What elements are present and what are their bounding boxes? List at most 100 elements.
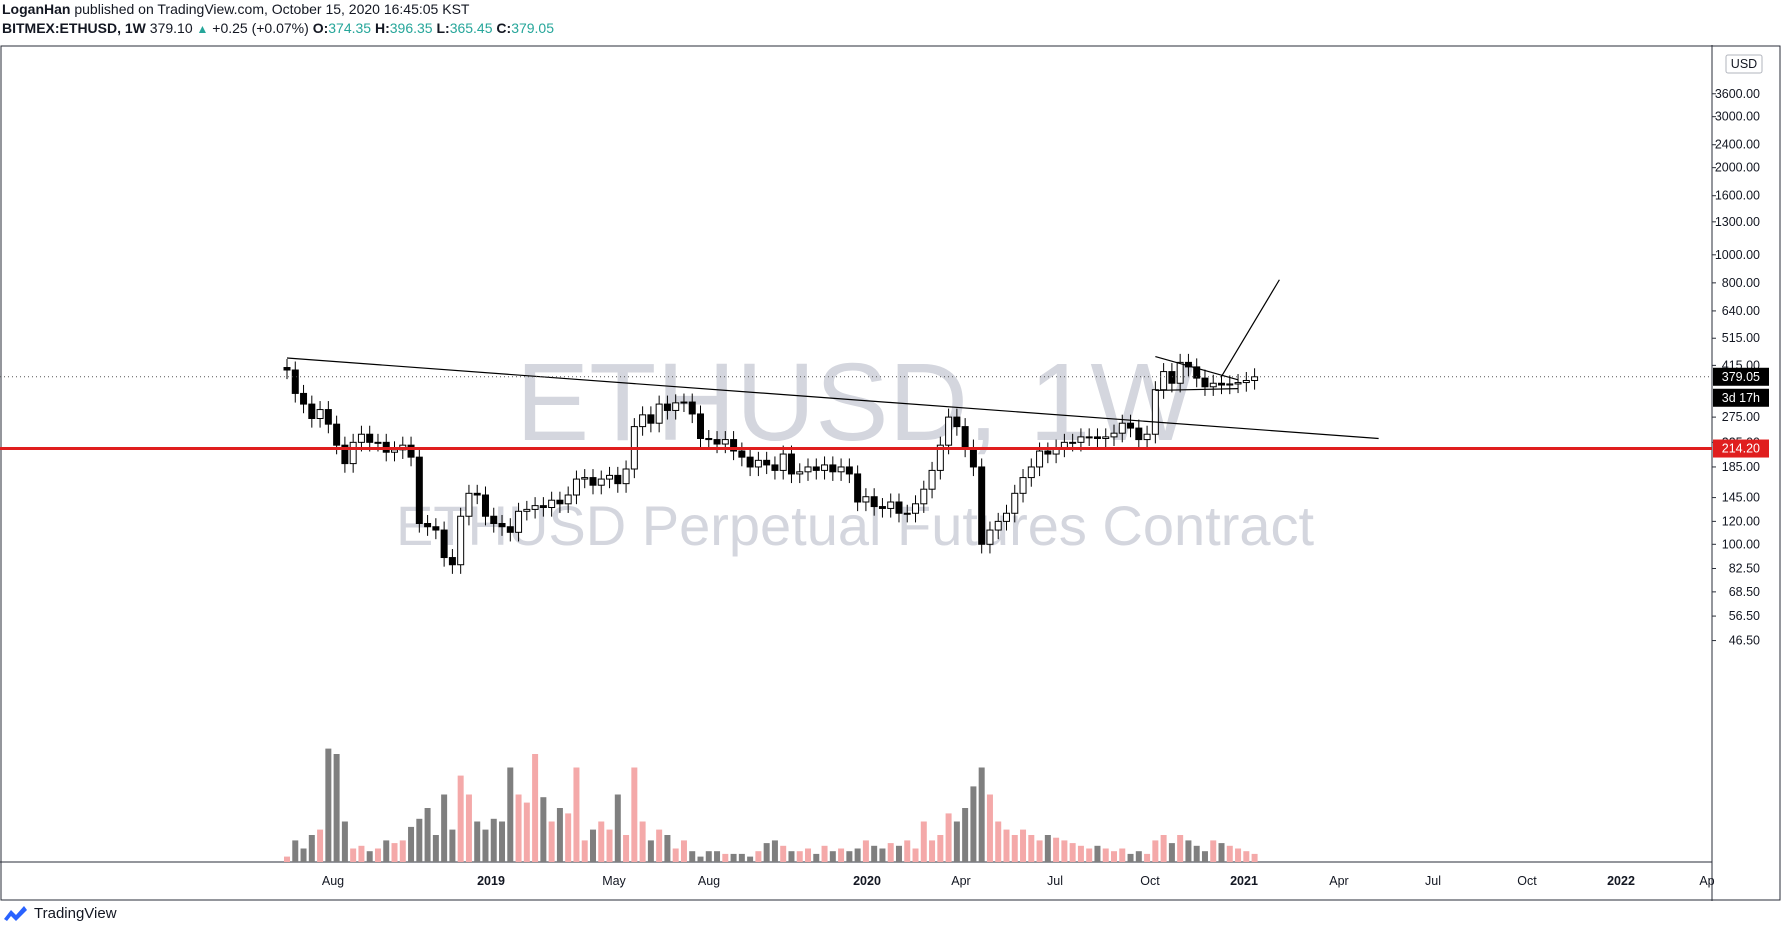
volume-bar [1152, 840, 1159, 862]
candle [597, 470, 605, 495]
volume-bar [532, 754, 539, 862]
currency-label[interactable]: USD [1725, 54, 1763, 74]
volume-bar [548, 821, 555, 862]
low-label: L: [436, 20, 450, 36]
volume-bar [391, 843, 398, 862]
candle [994, 512, 1002, 540]
candle [465, 484, 473, 526]
candle [928, 461, 936, 499]
volume-bar [333, 754, 340, 862]
tradingview-brand[interactable]: TradingView [2, 904, 117, 922]
volume-bar [1102, 848, 1109, 862]
ohlc-legend: BITMEX:ETHUSD, 1W 379.10 ▲ +0.25 (+0.07%… [2, 20, 554, 36]
volume-bar [581, 840, 588, 862]
chart-frame [0, 45, 1781, 901]
volume-bar [647, 840, 654, 862]
volume-bar [1135, 851, 1142, 862]
candle [829, 456, 837, 481]
volume-bar [507, 767, 514, 862]
candle [680, 393, 688, 412]
volume-bar [846, 851, 853, 862]
volume-bar [308, 835, 315, 862]
time-scale[interactable]: Aug 2019 May Aug 2020 Apr Jul Oct 2021 Apr Jul Oct 2… [322, 874, 1715, 888]
svg-text:379.05: 379.05 [1722, 370, 1760, 384]
volume-bar [383, 840, 390, 862]
volume-bar [474, 821, 481, 862]
time-tick-label: Jul [1047, 874, 1063, 888]
volume-bar [929, 840, 936, 862]
price-tick-label: 2000.00 [1715, 161, 1760, 175]
volume-bar [912, 848, 919, 862]
price-tick-label: 515.00 [1722, 331, 1760, 345]
candle [539, 497, 547, 517]
volume-bar [904, 840, 911, 862]
triangle-lower-line [1155, 388, 1239, 392]
candle [1176, 353, 1184, 393]
volume-bar [1201, 851, 1208, 862]
volume-bar [838, 848, 845, 862]
candle [291, 361, 299, 403]
price-change: +0.25 (+0.07%) [212, 20, 309, 36]
volume-bar [714, 851, 721, 862]
volume-bar [623, 835, 630, 862]
volume-bar [780, 845, 787, 862]
drawings [0, 279, 1712, 451]
candle [1044, 442, 1052, 464]
volume-bar [805, 848, 812, 862]
volume-bar [763, 843, 770, 862]
open-label: O: [312, 20, 329, 36]
volume-bar [970, 786, 977, 862]
volume-bar [705, 851, 712, 862]
volume-bar [1061, 840, 1068, 862]
candle [1027, 458, 1035, 487]
volume-bars [284, 748, 1258, 862]
volume-bar [341, 821, 348, 862]
price-tick-label: 275.00 [1722, 410, 1760, 424]
candle [473, 484, 481, 505]
price-chart[interactable]: ETHUSD, 1W ETHUSD Perpetual Futures Cont… [0, 45, 1782, 901]
candle [945, 408, 953, 455]
volume-bar [821, 845, 828, 862]
time-tick-label: Aug [322, 874, 344, 888]
volume-bar [317, 829, 324, 862]
candle [895, 493, 903, 523]
volume-bar [441, 794, 448, 862]
price-tick-label: 68.50 [1729, 585, 1760, 599]
symbol-label: BITMEX:ETHUSD, 1W [2, 20, 146, 36]
volume-bar [962, 808, 969, 862]
candle [1085, 428, 1093, 447]
candle [523, 500, 531, 521]
candle [936, 436, 944, 480]
volume-bar [416, 818, 423, 862]
candle [738, 442, 746, 467]
time-tick-label: 2019 [477, 874, 505, 888]
volume-bar [1003, 829, 1010, 862]
currency-text: USD [1731, 57, 1757, 71]
volume-bar [482, 829, 489, 862]
breakout-projection-line [1220, 279, 1280, 377]
volume-bar [432, 835, 439, 862]
volume-bar [1111, 851, 1117, 862]
volume-bar [424, 808, 431, 862]
candle [481, 486, 489, 526]
volume-bar [937, 835, 944, 862]
candle [730, 431, 738, 461]
volume-bar [1160, 835, 1167, 862]
candle [1209, 374, 1217, 396]
candle [672, 394, 680, 420]
tradingview-logo-icon [4, 906, 27, 921]
volume-bar [1218, 843, 1225, 862]
volume-bar [1243, 851, 1250, 862]
candle [300, 384, 308, 414]
price-scale[interactable]: 3600.00 3000.00 2400.00 2000.00 1600.00 1300.… [1712, 87, 1769, 648]
candle [407, 436, 415, 467]
volume-bar [986, 794, 993, 862]
last-price-badge: 379.05 [1713, 367, 1769, 386]
price-tick-label: 82.50 [1729, 561, 1760, 575]
volume-bar [689, 851, 696, 862]
author-name[interactable]: LoganHan [2, 1, 71, 17]
svg-text:3d 17h: 3d 17h [1722, 391, 1760, 405]
candle [1251, 368, 1259, 390]
candle [589, 469, 597, 495]
volume-bar [1144, 853, 1151, 862]
